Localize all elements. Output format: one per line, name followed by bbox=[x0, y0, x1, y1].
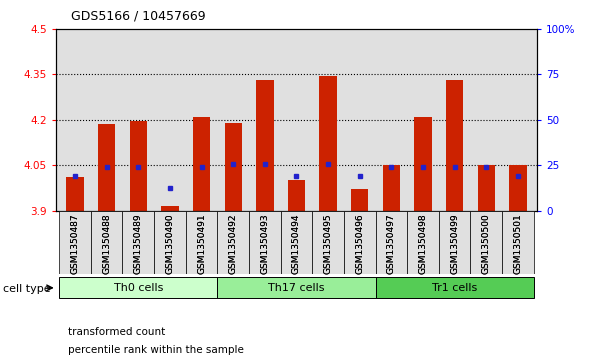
Bar bbox=[225, 123, 242, 211]
Text: GSM1350494: GSM1350494 bbox=[292, 214, 301, 274]
Text: GSM1350497: GSM1350497 bbox=[387, 214, 396, 274]
Bar bbox=[59, 277, 217, 298]
Text: transformed count: transformed count bbox=[68, 327, 165, 337]
Bar bbox=[439, 211, 470, 274]
Text: GDS5166 / 10457669: GDS5166 / 10457669 bbox=[71, 9, 205, 22]
Bar bbox=[344, 211, 376, 274]
Bar bbox=[477, 165, 495, 211]
Text: GSM1350488: GSM1350488 bbox=[102, 214, 111, 274]
Bar bbox=[319, 76, 337, 211]
Bar bbox=[193, 117, 210, 211]
Text: GSM1350498: GSM1350498 bbox=[418, 214, 428, 274]
Text: GSM1350490: GSM1350490 bbox=[165, 214, 175, 274]
Bar bbox=[256, 81, 274, 211]
Text: GSM1350491: GSM1350491 bbox=[197, 214, 206, 274]
Bar bbox=[98, 124, 116, 211]
Text: GSM1350495: GSM1350495 bbox=[323, 214, 333, 274]
Text: percentile rank within the sample: percentile rank within the sample bbox=[68, 345, 244, 355]
Text: GSM1350487: GSM1350487 bbox=[71, 214, 80, 274]
Text: GSM1350489: GSM1350489 bbox=[134, 214, 143, 274]
Bar bbox=[161, 206, 179, 211]
Bar bbox=[376, 277, 534, 298]
Text: GSM1350496: GSM1350496 bbox=[355, 214, 364, 274]
Text: GSM1350500: GSM1350500 bbox=[482, 214, 491, 274]
Bar bbox=[281, 211, 312, 274]
Bar bbox=[383, 165, 400, 211]
Text: GSM1350491: GSM1350491 bbox=[197, 214, 206, 274]
Bar bbox=[91, 211, 123, 274]
Text: GSM1350493: GSM1350493 bbox=[260, 214, 270, 274]
Text: Tr1 cells: Tr1 cells bbox=[432, 283, 477, 293]
Bar bbox=[470, 211, 502, 274]
Bar bbox=[351, 189, 368, 211]
Bar bbox=[130, 121, 147, 211]
Text: cell type: cell type bbox=[3, 284, 51, 294]
Bar bbox=[154, 211, 186, 274]
Text: GSM1350495: GSM1350495 bbox=[323, 214, 333, 274]
Bar bbox=[249, 211, 281, 274]
Bar bbox=[414, 117, 432, 211]
Text: GSM1350492: GSM1350492 bbox=[229, 214, 238, 274]
Text: GSM1350501: GSM1350501 bbox=[513, 214, 522, 274]
Text: Th0 cells: Th0 cells bbox=[114, 283, 163, 293]
Text: GSM1350489: GSM1350489 bbox=[134, 214, 143, 274]
Bar bbox=[288, 180, 305, 211]
Bar bbox=[502, 211, 534, 274]
Bar bbox=[509, 165, 527, 211]
Text: GSM1350500: GSM1350500 bbox=[482, 214, 491, 274]
Text: GSM1350501: GSM1350501 bbox=[513, 214, 522, 274]
Bar bbox=[59, 211, 91, 274]
Text: Th17 cells: Th17 cells bbox=[268, 283, 324, 293]
Text: GSM1350499: GSM1350499 bbox=[450, 214, 459, 274]
Bar bbox=[66, 177, 84, 211]
Bar bbox=[446, 81, 463, 211]
Text: GSM1350497: GSM1350497 bbox=[387, 214, 396, 274]
Bar bbox=[123, 211, 154, 274]
Text: GSM1350496: GSM1350496 bbox=[355, 214, 364, 274]
Text: GSM1350490: GSM1350490 bbox=[165, 214, 175, 274]
Text: GSM1350492: GSM1350492 bbox=[229, 214, 238, 274]
Text: GSM1350498: GSM1350498 bbox=[418, 214, 428, 274]
Bar bbox=[312, 211, 344, 274]
Bar bbox=[376, 211, 407, 274]
Bar bbox=[407, 211, 439, 274]
Text: GSM1350499: GSM1350499 bbox=[450, 214, 459, 274]
Bar bbox=[217, 277, 376, 298]
Text: GSM1350494: GSM1350494 bbox=[292, 214, 301, 274]
Text: GSM1350493: GSM1350493 bbox=[260, 214, 270, 274]
Text: GSM1350487: GSM1350487 bbox=[71, 214, 80, 274]
Bar bbox=[217, 211, 249, 274]
Text: GSM1350488: GSM1350488 bbox=[102, 214, 111, 274]
Bar bbox=[186, 211, 217, 274]
